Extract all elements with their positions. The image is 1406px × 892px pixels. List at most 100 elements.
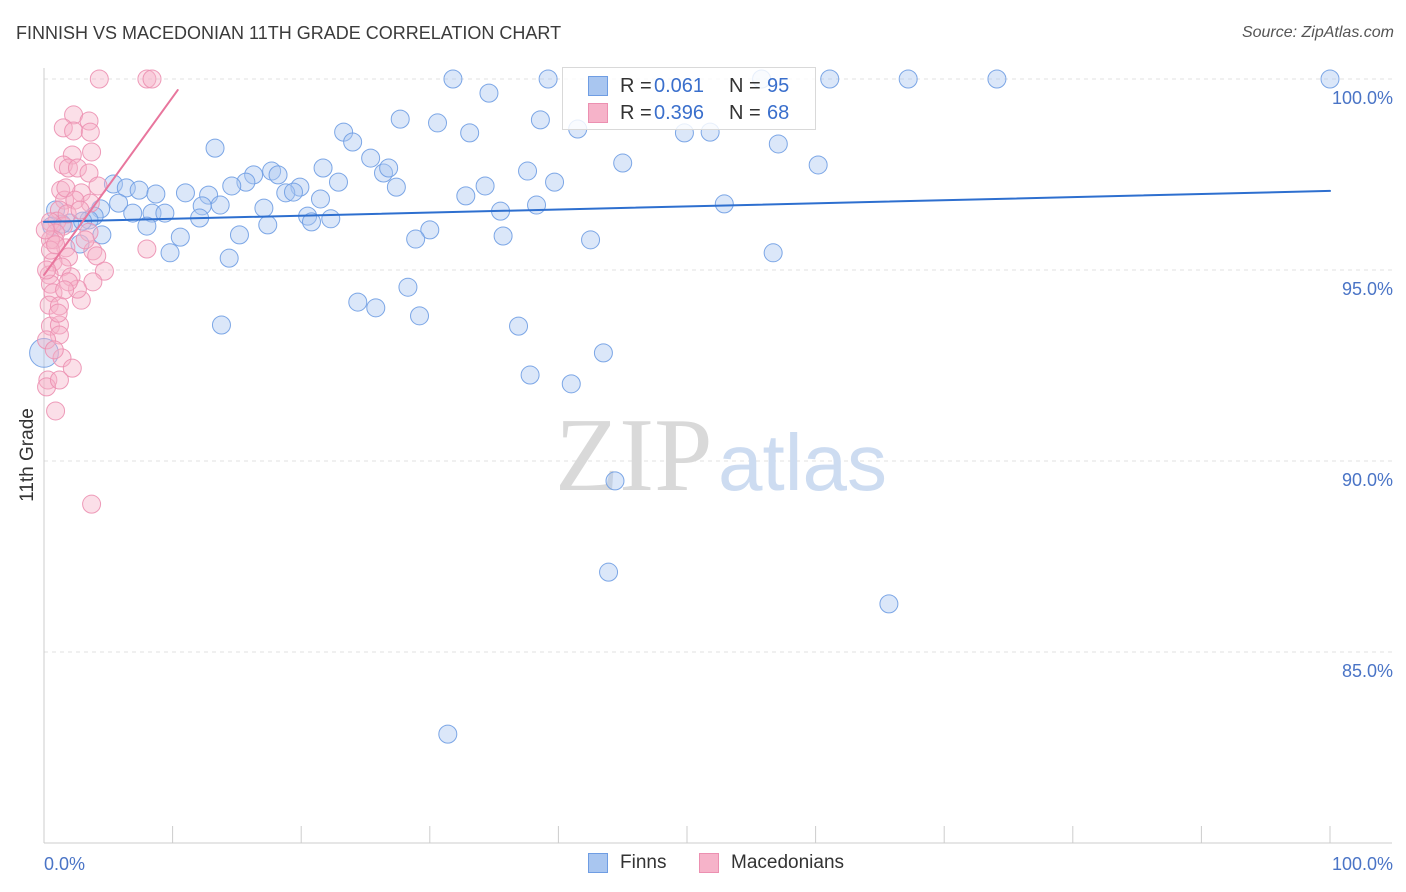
macedonians-point	[58, 247, 78, 267]
finns-point	[348, 292, 368, 312]
finns-point	[379, 158, 399, 178]
finns-point	[987, 69, 1007, 89]
legend-finns-swatch	[588, 853, 608, 873]
finns-point	[192, 196, 212, 216]
finns-point	[879, 594, 899, 614]
points-layer	[29, 69, 1340, 744]
macedonians-point	[44, 340, 64, 360]
macedonians-point	[57, 204, 77, 224]
finns-point	[129, 180, 149, 200]
trend-layer	[43, 89, 1331, 276]
y-axis-title: 11th Grade	[17, 408, 38, 502]
x-tick-label: 0.0%	[44, 854, 85, 874]
finns-point	[103, 174, 123, 194]
finns-point	[175, 183, 195, 203]
finns-point	[438, 724, 458, 744]
watermark-zip: ZIP	[555, 396, 713, 513]
finns-point	[137, 216, 157, 236]
finns-r-value: 0.061	[654, 75, 705, 97]
source-credit: Source: ZipAtlas.com	[1241, 24, 1394, 41]
finns-point	[29, 337, 59, 368]
macedonians-point	[88, 176, 108, 196]
finns-point	[268, 165, 288, 185]
tick-label-layer: 100.0% 95.0% 90.0% 85.0% 0.0% 100.0%	[44, 88, 1393, 874]
finns-point	[123, 203, 143, 223]
macedonians-point	[83, 272, 103, 292]
finns-point	[170, 227, 190, 247]
finns-point	[361, 148, 381, 168]
macedonians-point	[37, 330, 57, 350]
finns-point	[613, 153, 633, 173]
finns-point	[155, 203, 175, 223]
legend-macedonians-swatch	[699, 853, 719, 873]
finns-point	[229, 225, 249, 245]
macedonians-swatch	[588, 103, 608, 123]
finns-point	[538, 69, 558, 89]
macedonians-point	[75, 230, 95, 250]
finns-n-value: 95	[767, 75, 790, 97]
finns-point	[808, 155, 828, 175]
finns-point	[493, 226, 513, 246]
finns-point	[763, 243, 783, 263]
finns-point	[160, 243, 180, 263]
finns-point	[386, 177, 406, 197]
x-tick-label: 100.0%	[1332, 854, 1393, 874]
finns-point	[290, 177, 310, 197]
finns-point	[210, 195, 230, 215]
chart-title: FINNISH VS MACEDONIAN 11TH GRADE CORRELA…	[16, 23, 562, 43]
finns-n-label: N =	[729, 75, 761, 97]
macedonians-trend-line	[43, 89, 179, 276]
macedonians-point	[40, 240, 60, 260]
finns-point	[518, 161, 538, 181]
macedonians-point	[52, 348, 72, 368]
finns-point	[460, 123, 480, 143]
finns-point	[343, 132, 363, 152]
macedonians-point	[82, 142, 102, 162]
finns-point	[258, 215, 278, 235]
macedonians-point	[48, 303, 68, 323]
finns-point	[313, 158, 333, 178]
macedonians-point	[67, 158, 87, 178]
legend-row-macedonians: R = 0.396 N = 68	[563, 100, 815, 126]
finns-point	[236, 172, 256, 192]
finns-point	[398, 277, 418, 297]
finns-point	[820, 69, 840, 89]
macedonians-point	[137, 69, 157, 89]
finns-point	[475, 176, 495, 196]
finns-point	[244, 165, 264, 185]
macedonians-point	[53, 155, 73, 175]
finns-point	[443, 69, 463, 89]
finns-point	[109, 193, 129, 213]
finns-r-label: R =	[620, 75, 652, 97]
macedonians-point	[46, 235, 66, 255]
macedonians-point	[55, 280, 75, 300]
finns-point	[479, 83, 499, 103]
finns-point	[593, 343, 613, 363]
axis-layer	[43, 68, 1392, 844]
finns-point	[406, 229, 426, 249]
finns-point	[545, 172, 565, 192]
macedonians-point	[87, 246, 107, 266]
finns-point	[328, 172, 348, 192]
watermark-atlas: atlas	[718, 418, 887, 507]
grid-layer	[44, 78, 1392, 653]
macedonians-point	[70, 200, 90, 220]
macedonians-point	[49, 370, 69, 390]
y-tick-label: 85.0%	[1342, 661, 1393, 681]
macedonians-point	[71, 290, 91, 310]
y-tick-label: 90.0%	[1342, 470, 1393, 490]
finns-point	[768, 134, 788, 154]
macedonians-point	[49, 325, 69, 345]
finns-point	[222, 176, 242, 196]
macedonians-point	[64, 121, 84, 141]
macedonians-n-value: 68	[767, 102, 790, 124]
y-tick-label: 100.0%	[1332, 88, 1393, 108]
finns-point	[283, 182, 303, 202]
macedonians-point	[53, 118, 73, 138]
finns-point	[605, 471, 625, 491]
finns-point	[310, 189, 330, 209]
finns-point	[428, 113, 448, 133]
macedonians-r-label: R =	[620, 102, 652, 124]
finns-point	[205, 138, 225, 158]
finns-point	[276, 183, 296, 203]
